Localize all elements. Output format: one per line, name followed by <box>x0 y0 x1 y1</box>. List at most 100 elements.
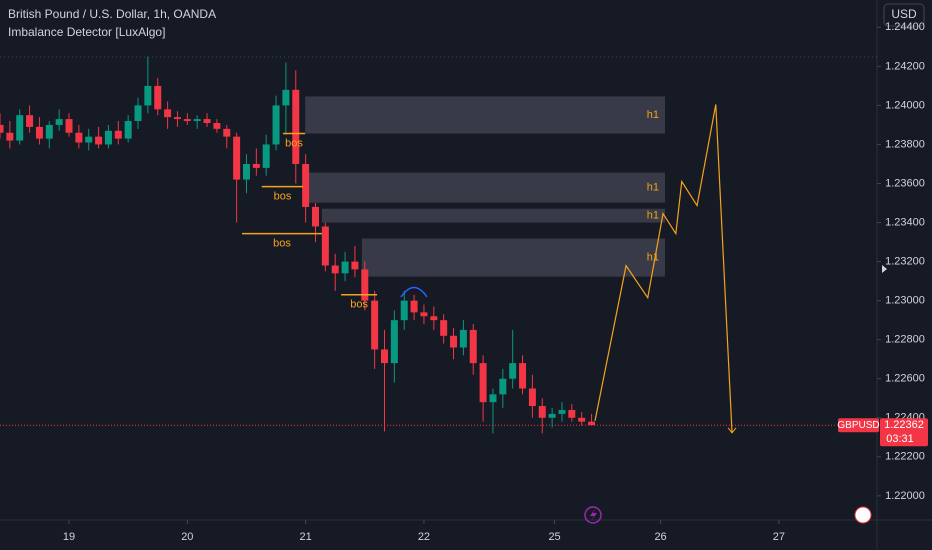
zone-label: h1 <box>647 210 659 222</box>
candle-body <box>302 163 310 207</box>
candle-body <box>371 300 379 350</box>
scroll-arrow[interactable] <box>882 265 887 273</box>
candle-body <box>134 105 142 122</box>
y-tick-label: 1.22000 <box>885 490 925 502</box>
candle-body <box>65 119 73 133</box>
candle-body <box>588 421 596 426</box>
candle-body <box>410 300 418 313</box>
candle-body <box>381 349 389 364</box>
price-badge <box>880 418 928 447</box>
x-tick-label: 21 <box>300 531 312 543</box>
zone-label: h1 <box>647 109 659 121</box>
x-tick-label: 19 <box>63 531 75 543</box>
candle-body <box>351 261 359 270</box>
imbalance-zone <box>321 208 665 223</box>
candle-body <box>341 261 349 274</box>
y-tick-label: 1.23000 <box>885 295 925 307</box>
candle-body <box>26 115 34 127</box>
candle-body <box>489 394 497 403</box>
bos-label: bos <box>285 137 303 149</box>
zone-label: h1 <box>647 251 659 263</box>
candle-body <box>578 417 586 422</box>
x-tick-label: 22 <box>418 531 430 543</box>
y-tick-label: 1.22800 <box>885 334 925 346</box>
candle-body <box>45 124 53 139</box>
projection-line <box>594 104 733 433</box>
plot-area: h1 h1 h1 h1 bos bos bos bos <box>0 56 737 434</box>
candle-body <box>16 115 24 141</box>
price-label: 1.22362 <box>884 419 924 431</box>
candle-body <box>479 363 487 403</box>
zone-label: h1 <box>647 182 659 194</box>
arc-drawing <box>400 286 428 298</box>
countdown-label: 03:31 <box>886 433 914 445</box>
projection-arrow <box>727 427 737 434</box>
candle-body <box>400 300 408 321</box>
imbalance-zone <box>361 238 665 277</box>
candle-body <box>469 329 477 364</box>
candle-body <box>164 109 172 118</box>
candle-body <box>242 163 250 180</box>
y-tick-label: 1.22200 <box>885 451 925 463</box>
bos-label: bos <box>274 191 292 203</box>
candle-body <box>6 132 14 141</box>
x-tick-label: 27 <box>773 531 785 543</box>
imbalance-zone <box>308 172 665 203</box>
candle-body <box>85 136 93 143</box>
candle-body <box>331 265 339 274</box>
candle-body <box>321 226 329 266</box>
candle-body <box>528 388 536 407</box>
candle-body <box>95 136 103 145</box>
event-icon[interactable] <box>584 506 602 524</box>
candle-body <box>233 136 241 180</box>
candle-body <box>519 363 527 389</box>
candle-body <box>114 130 122 139</box>
symbol-badge <box>838 418 879 433</box>
imbalance-zone <box>305 96 665 134</box>
candle-body <box>499 378 507 395</box>
y-tick-label: 1.24000 <box>885 99 925 111</box>
candle-body <box>292 89 300 164</box>
candle-body <box>154 85 162 110</box>
indicator-name: Imbalance Detector [LuxAlgo] <box>8 25 165 39</box>
chart-title: British Pound / U.S. Dollar, 1h, OANDA <box>8 7 216 21</box>
candle-body <box>420 312 428 317</box>
y-tick-label: 1.24400 <box>885 21 925 33</box>
y-tick-label: 1.22600 <box>885 373 925 385</box>
y-tick-label: 1.24200 <box>885 60 925 72</box>
candle-body <box>0 124 4 133</box>
candle-body <box>509 363 517 379</box>
candle-body <box>568 409 576 418</box>
candle-body <box>538 406 546 418</box>
bos-label: bos <box>273 238 291 250</box>
bos-label: bos <box>350 299 368 311</box>
y-tick-label: 1.23600 <box>885 177 925 189</box>
candle-body <box>213 122 221 129</box>
candle-body <box>311 206 319 227</box>
candle-body <box>548 413 556 418</box>
candle-body <box>361 269 369 301</box>
candle-body <box>272 105 280 145</box>
candle-body <box>173 117 181 120</box>
candle-body <box>430 316 438 321</box>
symbol-label: GBPUSD <box>837 420 879 431</box>
currency-button[interactable] <box>883 3 925 27</box>
candle-body <box>440 320 448 336</box>
candle-body <box>203 119 211 123</box>
x-tick-label: 25 <box>548 531 560 543</box>
candle-body <box>223 128 231 137</box>
currency-label[interactable]: USD <box>891 7 917 21</box>
x-tick-label: 26 <box>654 531 666 543</box>
candle-body <box>262 144 270 168</box>
candle-body <box>144 85 152 106</box>
candle-body <box>104 130 112 145</box>
flag-icon[interactable] <box>854 506 872 524</box>
candle-body <box>558 409 566 414</box>
candle-body <box>55 119 63 125</box>
candle-body <box>282 89 290 106</box>
y-tick-label: 1.23400 <box>885 216 925 228</box>
y-tick-label: 1.23800 <box>885 138 925 150</box>
candle-body <box>459 329 467 348</box>
candle-body <box>75 132 83 143</box>
